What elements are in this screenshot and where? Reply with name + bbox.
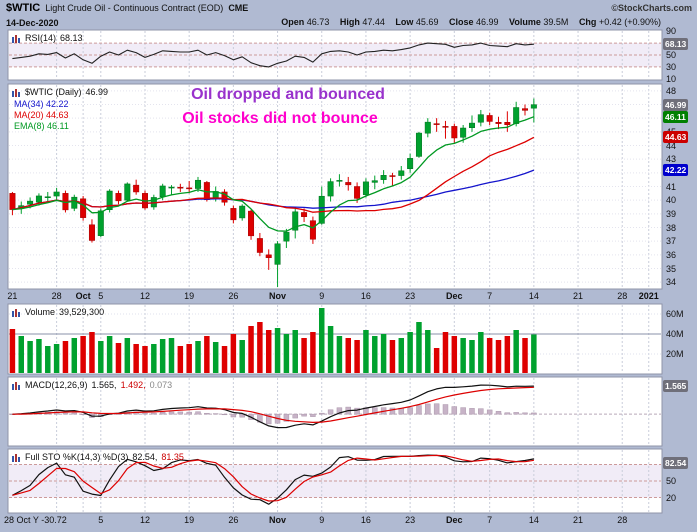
- price-title: $WTIC (Daily): [25, 87, 82, 97]
- macd-title: MACD(12,26,9): [25, 380, 88, 390]
- stockcharts-credit: ©StockCharts.com: [611, 3, 692, 13]
- chg-label: Chg: [578, 17, 597, 27]
- sto-panel-icon: [12, 453, 20, 462]
- sto-value-2: 81.35: [161, 452, 184, 462]
- rsi-panel-title: RSI(14) 68.13: [12, 33, 83, 43]
- low-label: Low: [395, 17, 414, 27]
- volume-panel-icon: [12, 308, 20, 317]
- annotation-oil-dropped: Oil dropped and bounced: [191, 86, 385, 103]
- chart-header: $WTIC Light Crude Oil - Continuous Contr…: [6, 2, 248, 14]
- rsi-panel-icon: [12, 34, 20, 43]
- close-label: Close: [448, 17, 474, 27]
- price-value: 46.99: [85, 87, 109, 97]
- price-panel-icon: [12, 88, 20, 97]
- price-panel-title: $WTIC (Daily) 46.99: [12, 87, 108, 97]
- volume-title: Volume: [25, 307, 56, 317]
- open-value: 46.73: [306, 17, 330, 27]
- macd-value-3: 0.073: [149, 380, 173, 390]
- volume-panel-title: Volume 39,529,300: [12, 307, 104, 317]
- macd-panel-icon: [12, 381, 20, 390]
- rsi-value: 68.13: [60, 33, 83, 43]
- legend-ma34: MA(34) 42.22: [14, 99, 69, 109]
- bottom-left-label: 28 Oct Y -30.72: [4, 515, 67, 525]
- close-value: 46.99: [476, 17, 499, 27]
- volume-total-value: 39,529,300: [59, 307, 105, 317]
- annotation-oil-stocks: Oil stocks did not bounce: [182, 110, 378, 127]
- instrument-name: Light Crude Oil - Continuous Contract (E…: [45, 3, 224, 13]
- high-label: High: [339, 17, 360, 27]
- quote-line: Open 46.73 High 47.44 Low 45.69 Close 46…: [273, 17, 661, 27]
- rsi-title: RSI(14): [25, 33, 57, 43]
- chg-value: +0.42 (+0.90%): [598, 17, 661, 27]
- legend-ema8: EMA(8) 46.11: [14, 121, 69, 131]
- macd-panel-title: MACD(12,26,9) 1.565, 1.492, 0.073: [12, 380, 172, 390]
- macd-value-1: 1.565,: [91, 380, 117, 390]
- sto-value-1: 82.54,: [132, 452, 158, 462]
- open-label: Open: [281, 17, 305, 27]
- macd-value-2: 1.492,: [120, 380, 146, 390]
- volume-value: 39.5M: [543, 17, 569, 27]
- symbol: $WTIC: [6, 2, 41, 14]
- volume-label: Volume: [509, 17, 541, 27]
- legend-ma20: MA(20) 44.63: [14, 110, 69, 120]
- sto-title: Full STO %K(14,3) %D(3): [25, 452, 129, 462]
- quote-date: 14-Dec-2020: [6, 18, 59, 28]
- low-value: 45.69: [415, 17, 439, 27]
- exchange-label: CME: [228, 3, 249, 13]
- sto-panel-title: Full STO %K(14,3) %D(3) 82.54, 81.35: [12, 452, 184, 462]
- high-value: 47.44: [362, 17, 385, 27]
